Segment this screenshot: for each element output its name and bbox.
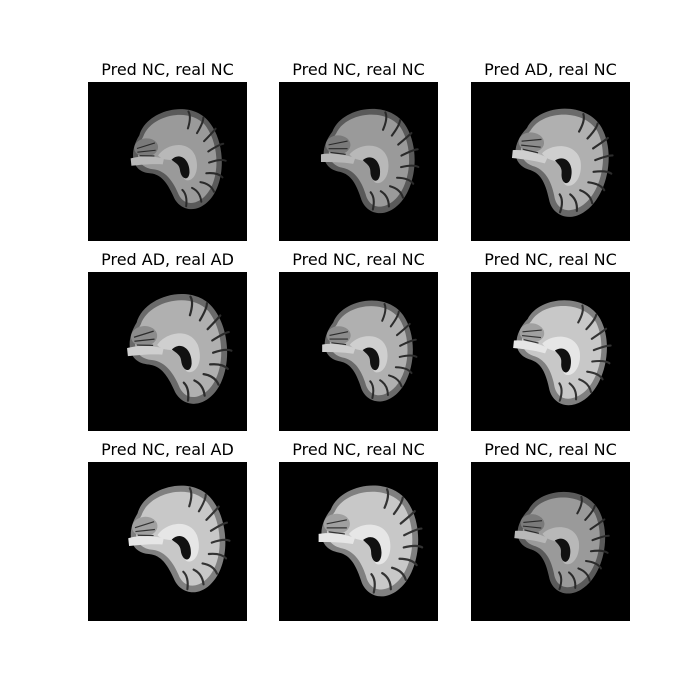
brain-mri-image [471,272,630,431]
brain-mri-image [471,82,630,241]
brain-mri-image [279,272,438,431]
panel-title: Pred NC, real NC [101,60,234,79]
brain-mri-image [279,82,438,241]
panel-title: Pred NC, real NC [292,440,425,459]
brain-mri-image [88,462,247,621]
panel-title: Pred NC, real NC [484,440,617,459]
panel-title: Pred AD, real NC [484,60,617,79]
brain-mri-image [88,82,247,241]
brain-mri-image [279,462,438,621]
panel-title: Pred NC, real AD [101,440,234,459]
panel-title: Pred NC, real NC [484,250,617,269]
panel-title: Pred NC, real NC [292,250,425,269]
brain-mri-image [471,462,630,621]
panel-title: Pred AD, real AD [101,250,234,269]
panel-title: Pred NC, real NC [292,60,425,79]
brain-mri-image [88,272,247,431]
